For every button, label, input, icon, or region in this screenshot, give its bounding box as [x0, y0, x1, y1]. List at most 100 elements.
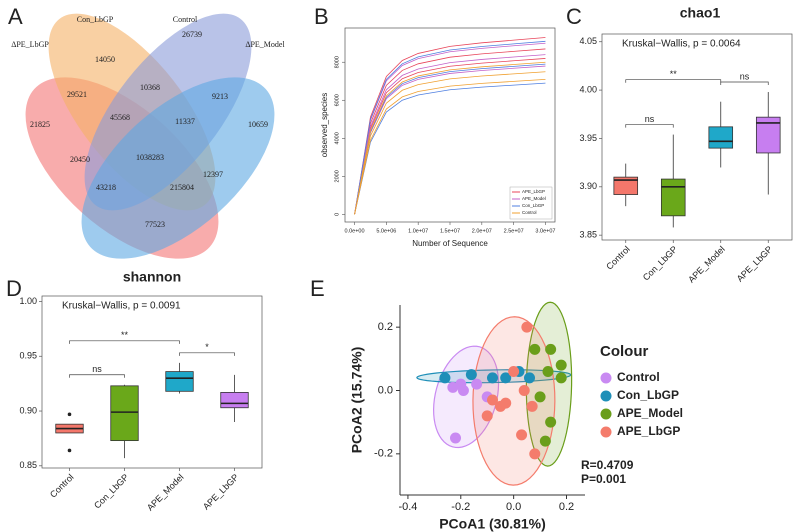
y-tick-label: 6000 — [334, 94, 340, 106]
x-tick-label: APE_Model — [145, 472, 186, 513]
region-count: 45568 — [110, 113, 130, 122]
significance-bracket — [69, 374, 125, 378]
panel-letter: A — [8, 4, 23, 29]
y-axis-label: observed_species — [320, 93, 329, 157]
x-tick-label: -0.2 — [451, 501, 470, 513]
point — [529, 343, 541, 355]
point — [465, 369, 477, 381]
y-tick-label: 3.90 — [579, 181, 597, 191]
box — [660, 178, 686, 217]
point — [487, 394, 498, 406]
confidence-ellipse — [525, 301, 573, 467]
region-count: 20450 — [70, 155, 90, 164]
point — [545, 343, 557, 355]
region-count: 77523 — [145, 220, 165, 229]
point — [457, 385, 469, 396]
legend-label: Con_LbGP — [522, 203, 544, 208]
region-count: 29521 — [67, 90, 87, 99]
panel-letter: C — [566, 4, 582, 29]
y-tick-label: 0.0 — [378, 384, 393, 396]
legend-label: APE_LbGP — [522, 189, 545, 194]
box — [165, 371, 194, 392]
significance-label: * — [205, 342, 209, 352]
point — [521, 321, 533, 333]
chart-title: chao1 — [680, 5, 721, 21]
region-count: 21825 — [30, 120, 50, 129]
y-tick-label: 0.85 — [19, 460, 37, 470]
box — [110, 385, 139, 442]
panel-letter: B — [314, 4, 329, 29]
x-tick-label: 0.0 — [506, 501, 521, 513]
rarefaction-curve — [354, 65, 546, 215]
region-count: 9213 — [212, 92, 228, 101]
significance-label: ** — [121, 330, 129, 340]
point — [555, 372, 567, 384]
rarefaction-curve — [354, 54, 546, 215]
point — [516, 429, 528, 441]
plot-frame — [41, 295, 263, 469]
box — [220, 392, 249, 409]
box — [613, 176, 639, 195]
rarefaction-curve — [354, 48, 546, 215]
point — [534, 391, 546, 403]
region-count: 10659 — [248, 120, 268, 129]
set-label: Control — [173, 15, 198, 24]
y-tick-label: 1.00 — [19, 296, 37, 306]
point — [526, 400, 538, 412]
y-tick-label: -0.2 — [374, 448, 393, 460]
significance-bracket — [179, 352, 235, 356]
x-tick-label: 0.0e+00 — [345, 228, 365, 234]
x-tick-label: APE_LbGP — [201, 472, 241, 512]
legend-label: Control — [617, 370, 660, 384]
legend-label: APE_LbGP — [617, 424, 680, 438]
x-tick-label: -0.4 — [398, 501, 417, 513]
rarefaction-curve — [354, 71, 546, 215]
x-tick-label: 3.0e+07 — [535, 228, 555, 234]
x-tick-label: 5.0e+06 — [376, 228, 396, 234]
point — [508, 366, 520, 377]
legend-label: APE_Model — [617, 406, 683, 420]
point — [518, 385, 530, 396]
x-axis-label: Number of Sequence — [412, 239, 488, 248]
x-tick-label: 2.0e+07 — [472, 228, 492, 234]
significance-bracket — [69, 340, 180, 344]
set-label: ΔPE_LbGP — [11, 40, 49, 49]
rarefaction-curve — [354, 82, 546, 215]
y-tick-label: 3.95 — [579, 133, 597, 143]
point — [439, 372, 451, 384]
region-count: 26739 — [182, 30, 202, 39]
significance-bracket — [625, 124, 674, 128]
outlier — [67, 448, 72, 453]
set-label: Con_LbGP — [77, 15, 114, 24]
region-count: 11337 — [175, 117, 195, 126]
x-tick-label: Con_LbGP — [641, 244, 680, 283]
x-tick-label: APE_Model — [686, 244, 727, 285]
region-count: 1038283 — [136, 153, 164, 162]
panel-letter: E — [310, 276, 325, 301]
point — [539, 435, 551, 447]
x-axis-label: PCoA1 (30.81%) — [439, 516, 546, 532]
point — [524, 372, 535, 384]
significance-bracket — [625, 79, 722, 83]
x-tick-label: APE_LbGP — [735, 244, 775, 284]
confidence-ellipse — [472, 316, 556, 486]
set-label: ΔPE_Model — [245, 40, 285, 49]
x-tick-label: Con_LbGP — [92, 472, 131, 511]
y-tick-label: 0 — [334, 213, 340, 216]
y-tick-label: 0.2 — [378, 321, 393, 333]
venn-set — [81, 77, 275, 259]
rarefaction-curve — [354, 40, 546, 215]
legend-marker — [600, 426, 612, 438]
y-tick-label: 0.95 — [19, 351, 37, 361]
y-tick-label: 4000 — [334, 132, 340, 144]
point — [500, 397, 512, 409]
x-tick-label: Control — [604, 244, 632, 272]
legend-marker — [600, 390, 612, 402]
rarefaction-curve — [354, 58, 546, 215]
annotation: R=0.4709 — [581, 458, 634, 472]
y-tick-label: 4.05 — [579, 36, 597, 46]
y-tick-label: 2000 — [334, 170, 340, 182]
significance-bracket — [720, 81, 769, 86]
x-tick-label: 2.5e+07 — [504, 228, 524, 234]
significance-label: ns — [92, 364, 102, 374]
